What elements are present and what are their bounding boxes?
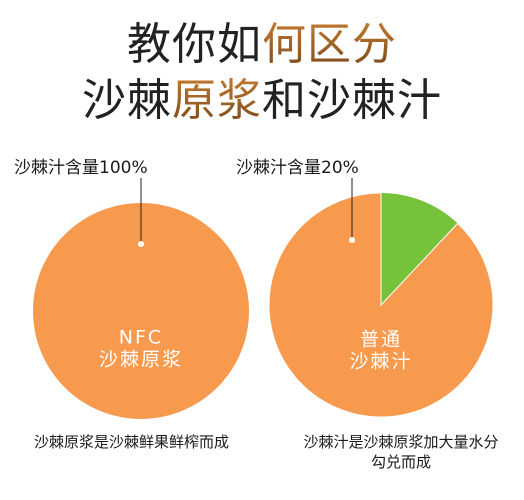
- right-pie-callout: 沙棘汁含量20%: [236, 158, 359, 178]
- left-pie-center-label-1: 沙棘原浆: [99, 349, 183, 371]
- page-title-line-2: 沙棘原浆和沙棘汁: [0, 78, 524, 124]
- right-pie-caption: 沙棘汁是沙棘原浆加大量水分 勾兑而成: [296, 432, 506, 472]
- right-caption-line-1: 沙棘汁是沙棘原浆加大量水分: [303, 433, 499, 451]
- left-pie-slice-0: [33, 203, 249, 419]
- left-pie-callout: 沙棘汁含量100%: [14, 158, 148, 178]
- left-callout-dot: [138, 241, 144, 247]
- right-pie-slice-1: [268, 192, 494, 418]
- left-pie-center-label-0: NFC: [119, 327, 163, 349]
- title-line-2-after: 和沙棘汁: [262, 75, 442, 126]
- right-callout-dot: [349, 237, 355, 243]
- left-caption-line-1: 沙棘原浆是沙棘鲜果鲜榨而成: [34, 433, 230, 451]
- right-pie-slice-0: [381, 193, 458, 305]
- left-pie-caption: 沙棘原浆是沙棘鲜果鲜榨而成: [34, 432, 229, 452]
- right-caption-line-2: 勾兑而成: [370, 453, 431, 471]
- right-pie-center-label-1: 沙棘汁: [349, 351, 412, 373]
- title-line-2-highlight: 原浆: [172, 75, 262, 126]
- title-line-1-highlight: 何区分: [262, 19, 397, 70]
- title-line-1-before: 教你如: [127, 19, 262, 70]
- title-line-2-before: 沙棘: [82, 75, 172, 126]
- right-pie-center-label-0: 普通: [360, 329, 402, 351]
- page-title-line-1: 教你如何区分: [0, 22, 524, 68]
